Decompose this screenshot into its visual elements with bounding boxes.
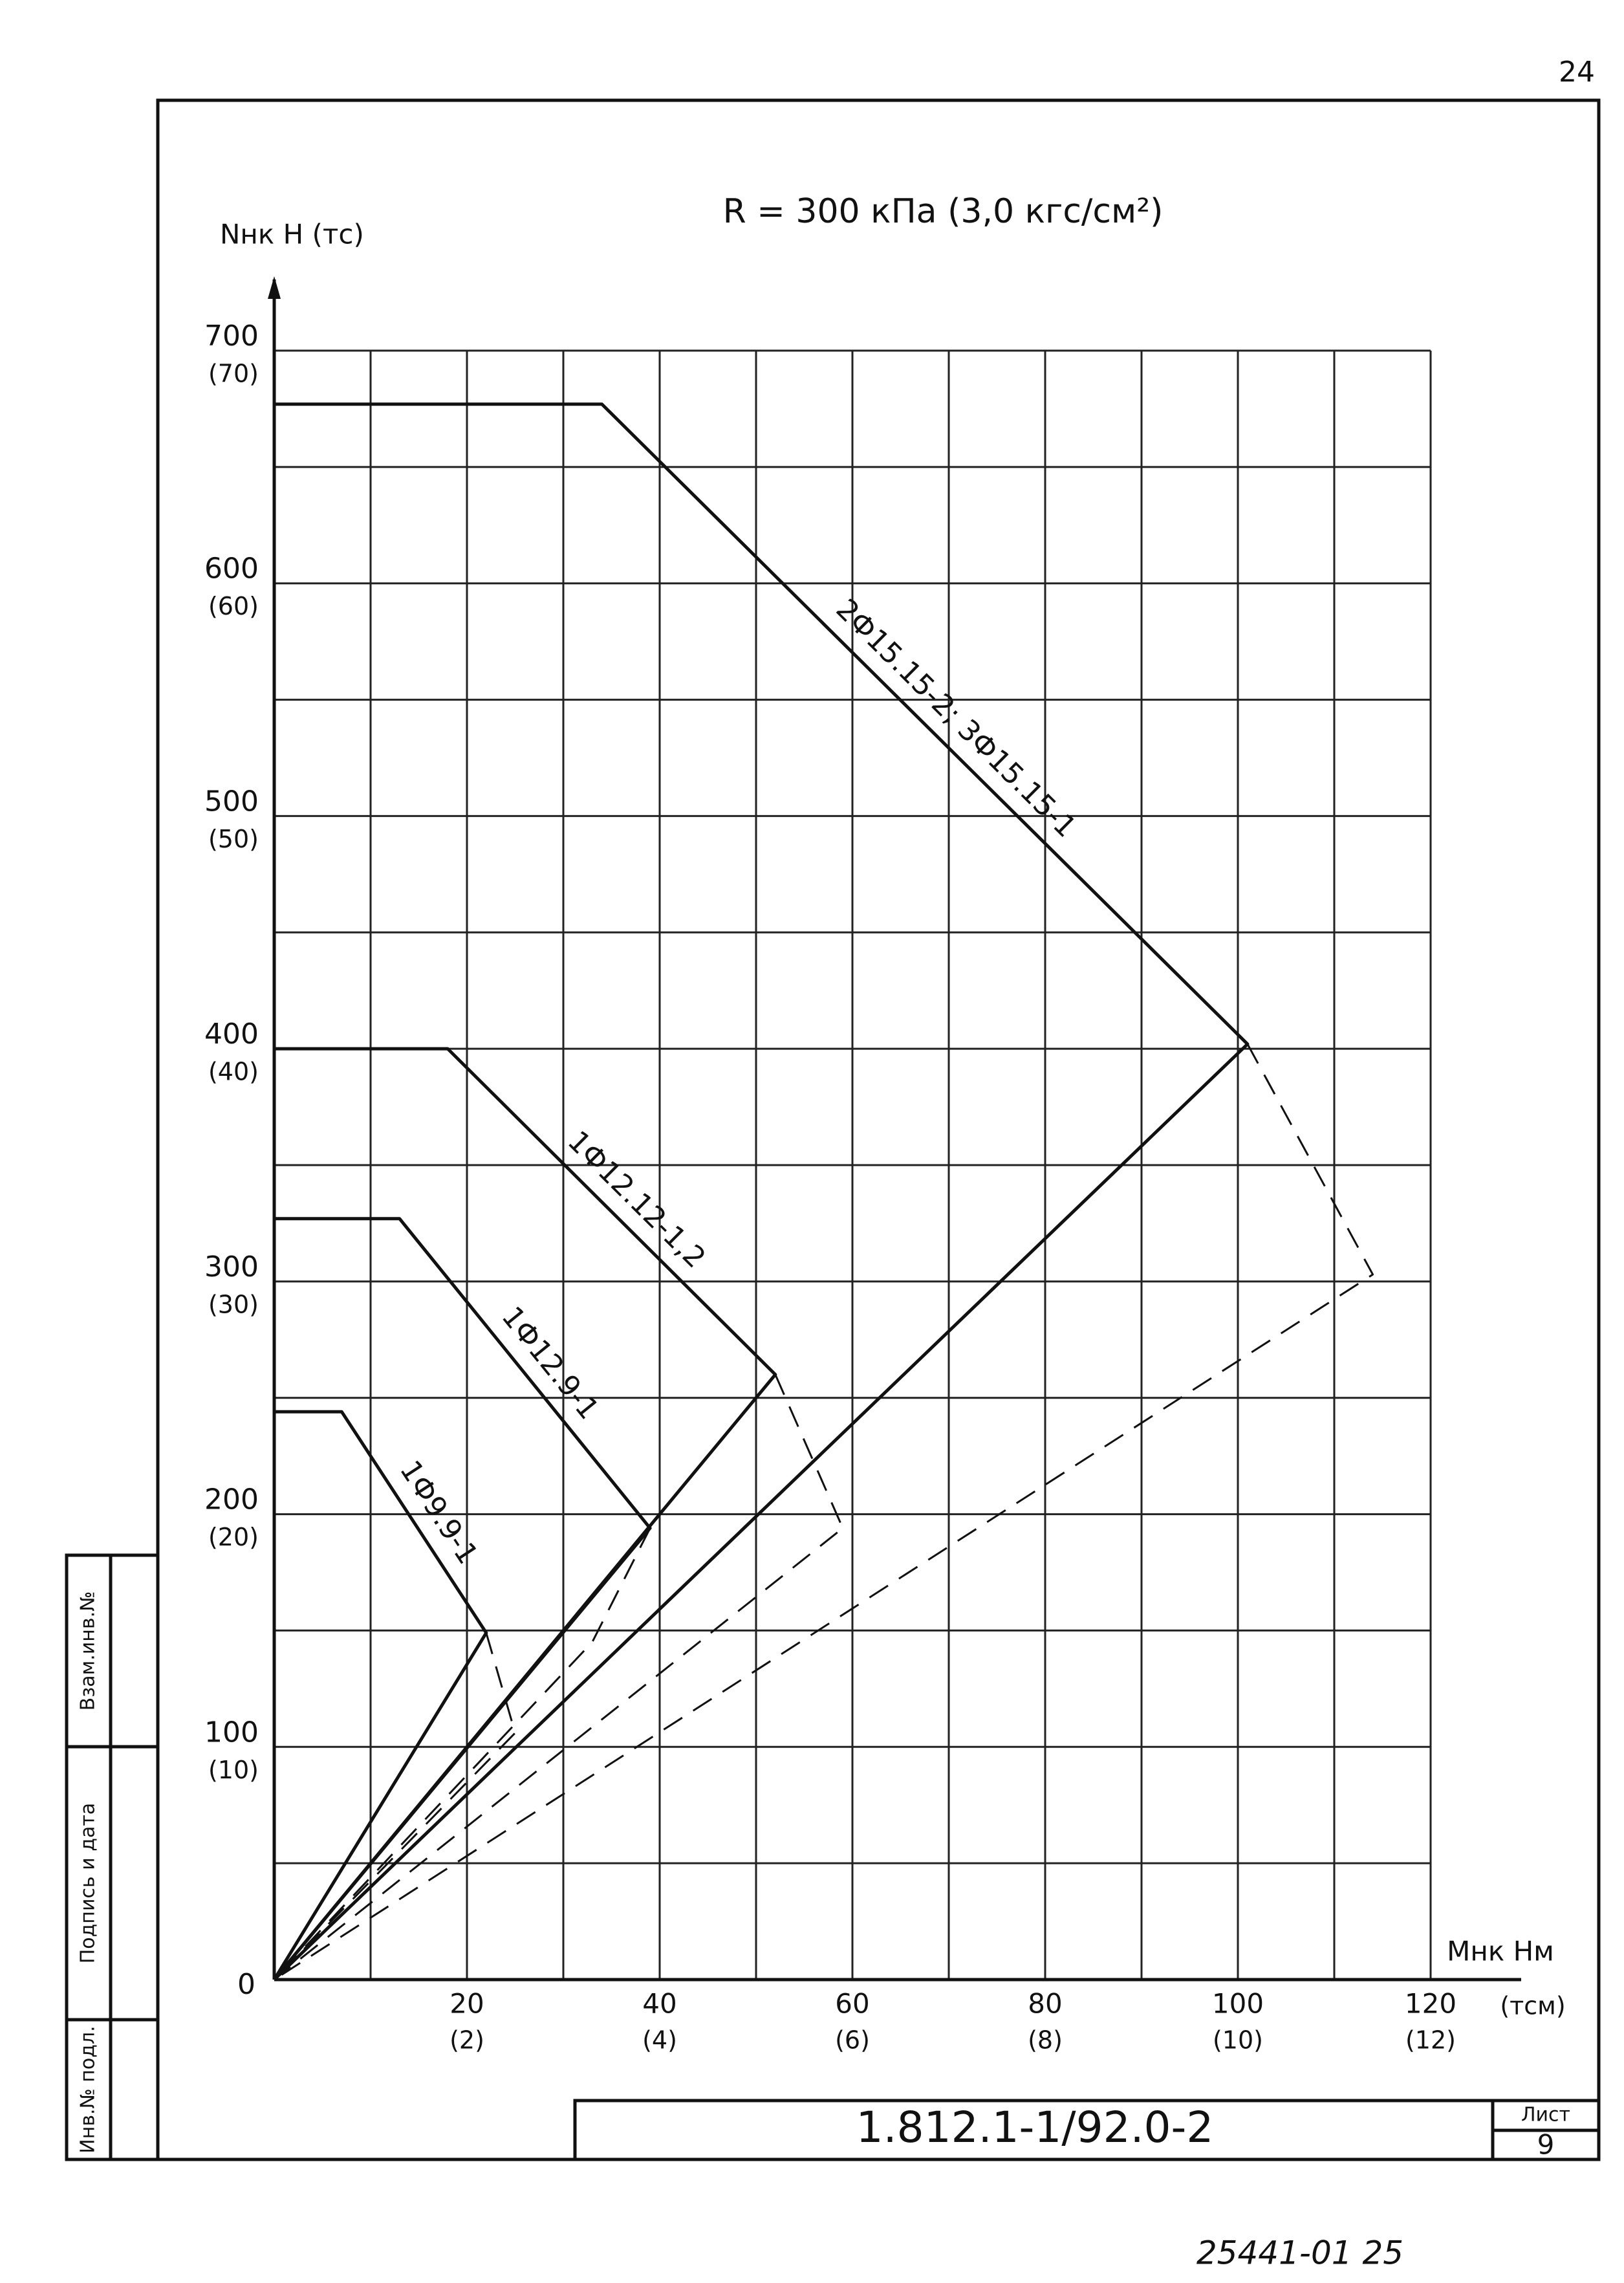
x-axis-label: Mнк Нм xyxy=(1447,1936,1554,1967)
dashed-line xyxy=(274,1043,1374,1981)
x-tick-label: (6) xyxy=(835,2026,870,2055)
envelope-line xyxy=(273,402,1250,1981)
y-tick-label: 100 xyxy=(204,1716,259,1749)
sheet-number: 9 xyxy=(1537,2129,1555,2161)
x-tick-label: (10) xyxy=(1213,2026,1263,2055)
y-tick-label: 700 xyxy=(204,320,259,353)
stamp-label: Подпись и дата xyxy=(77,1803,100,1964)
x-tick-label: 100 xyxy=(1212,1988,1264,2020)
y-axis-label: Nнк Н (тс) xyxy=(220,219,364,250)
x-axis-unit: (тсм) xyxy=(1500,1992,1565,2020)
y-axis-arrow xyxy=(268,276,281,299)
dashed-line xyxy=(274,1374,844,1981)
x-tick-label: 120 xyxy=(1405,1988,1456,2020)
y-tick-label: (30) xyxy=(208,1290,259,1318)
y-tick-label: (20) xyxy=(208,1523,259,1551)
stamp-label: Инв.№ подл. xyxy=(77,2026,100,2153)
chart-title: R = 300 кПа (3,0 кгс/см²) xyxy=(723,192,1164,231)
y-tick-label: 400 xyxy=(204,1018,259,1051)
series-label: 1Ф12.12-1,2 xyxy=(561,1124,712,1274)
page-number: 24 xyxy=(1559,56,1595,89)
y-tick-label: 200 xyxy=(204,1483,259,1516)
stamp-label: Взам.инв.№ xyxy=(77,1591,100,1711)
y-tick-label: (40) xyxy=(208,1058,259,1086)
envelope-line xyxy=(273,1217,652,1981)
dashed-line xyxy=(273,1527,651,1981)
y-tick-label: 0 xyxy=(237,1968,255,2001)
x-tick-label: 60 xyxy=(835,1988,869,2020)
y-tick-label: (70) xyxy=(208,360,259,388)
x-tick-label: (2) xyxy=(449,2026,484,2055)
envelope-line xyxy=(272,1410,488,1981)
y-tick-label: (50) xyxy=(208,825,259,853)
y-tick-label: (10) xyxy=(208,1756,259,1784)
y-tick-label: (60) xyxy=(208,592,259,620)
dashed-line xyxy=(273,1632,516,1981)
document-code: 1.812.1-1/92.0-2 xyxy=(856,2103,1214,2152)
x-tick-label: (4) xyxy=(642,2026,677,2055)
sheet-label: Лист xyxy=(1521,2104,1570,2126)
y-tick-label: 500 xyxy=(204,785,259,818)
x-tick-label: 80 xyxy=(1028,1988,1062,2020)
footer-number: 25441-01 25 xyxy=(1196,2234,1403,2272)
frame xyxy=(156,98,1601,2161)
y-tick-label: 600 xyxy=(204,552,259,585)
x-tick-label: (12) xyxy=(1405,2026,1456,2055)
x-tick-label: 40 xyxy=(642,1988,677,2020)
x-tick-label: (8) xyxy=(1028,2026,1063,2055)
x-tick-label: 20 xyxy=(449,1988,484,2020)
y-tick-label: 300 xyxy=(204,1251,259,1284)
